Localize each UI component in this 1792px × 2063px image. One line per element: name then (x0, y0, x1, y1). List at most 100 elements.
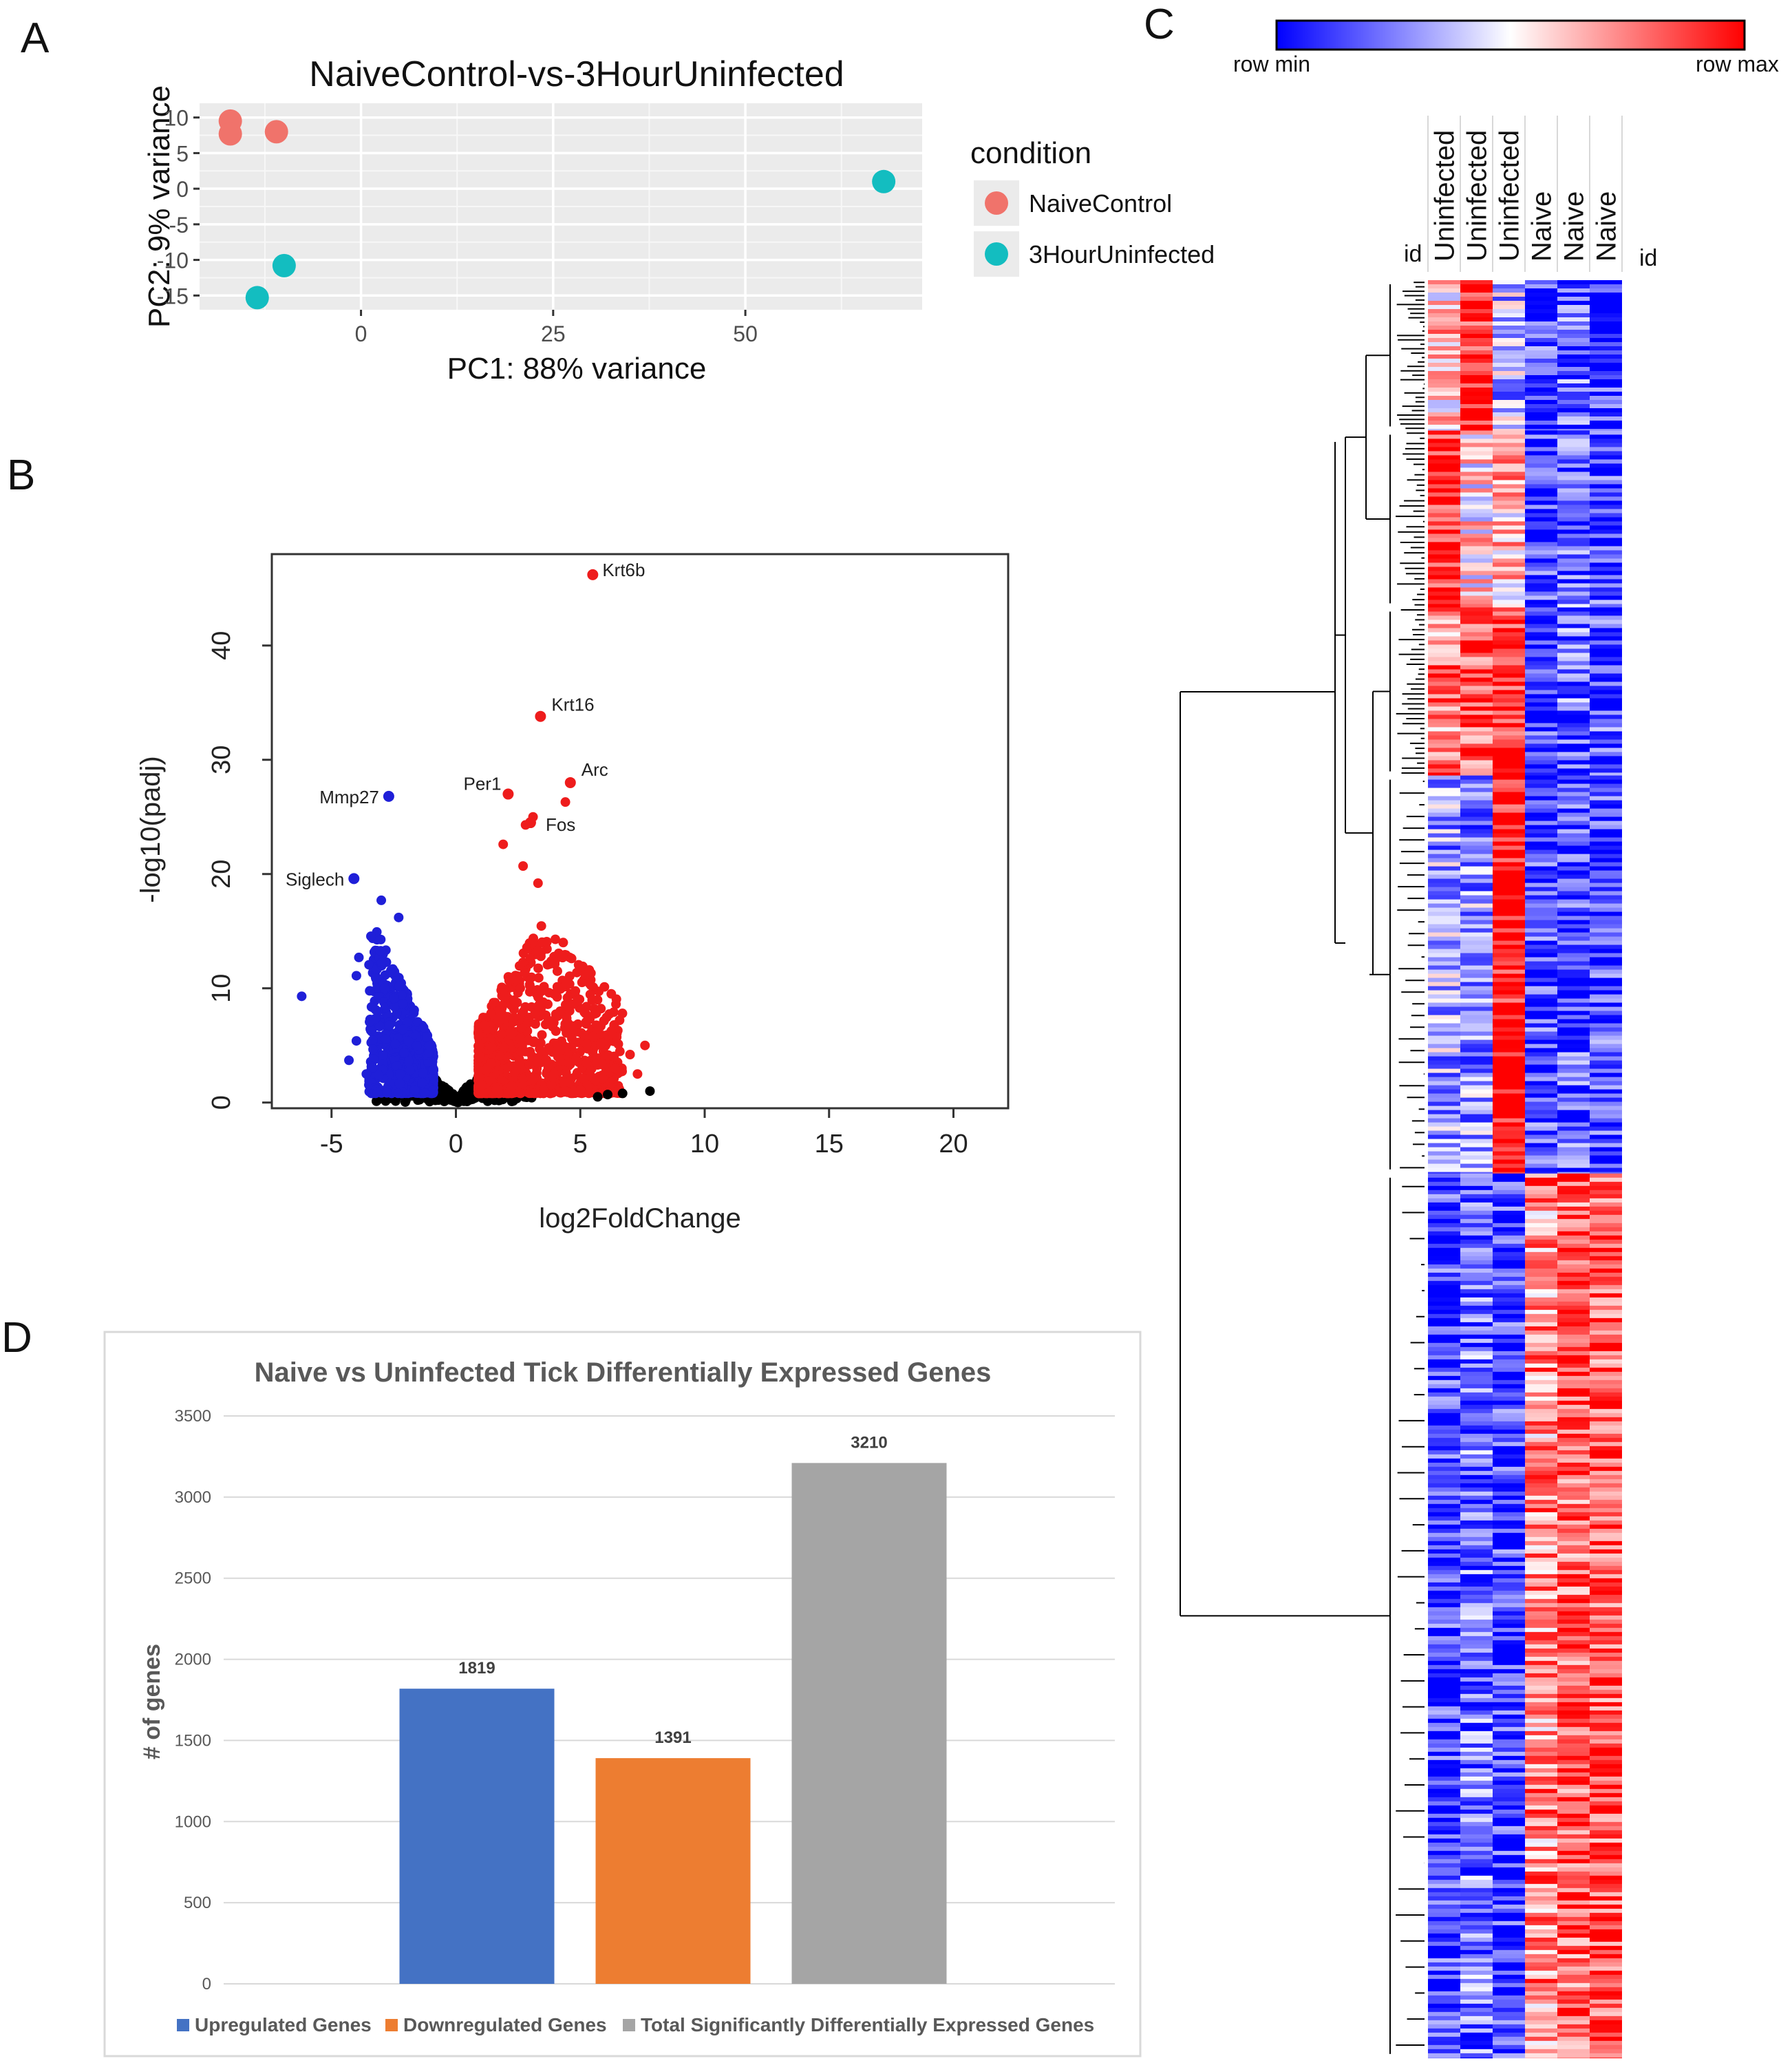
heatmap-cell (1460, 932, 1493, 937)
heatmap-cell (1493, 1916, 1525, 1922)
heatmap-cell (1590, 1764, 1622, 1769)
heatmap-cell (1525, 1954, 1557, 1959)
heatmap-cell (1493, 1031, 1525, 1036)
heatmap-cell (1557, 669, 1590, 674)
heatmap-cell (1525, 1056, 1557, 1061)
heatmap-cell (1428, 1470, 1460, 1476)
heatmap-cell (1590, 1631, 1622, 1637)
heatmap-cell (1460, 484, 1493, 489)
heatmap-cell (1460, 533, 1493, 538)
heatmap-cell (1460, 1941, 1493, 1947)
heatmap-cell (1557, 715, 1590, 719)
heatmap-cell (1590, 907, 1622, 912)
heatmap-cell (1590, 1768, 1622, 1773)
heatmap-cell (1460, 961, 1493, 966)
heatmap-cell (1493, 1437, 1525, 1443)
heatmap-cell (1460, 982, 1493, 986)
heatmap-cell (1493, 690, 1525, 695)
heatmap-cell (1428, 1177, 1460, 1183)
heatmap-cell (1493, 1002, 1525, 1007)
heatmap-cell (1428, 1512, 1460, 1517)
heatmap-cell (1428, 891, 1460, 896)
heatmap-cell (1493, 752, 1525, 757)
heatmap-cell (1590, 1064, 1622, 1069)
heatmap-cell (1557, 1118, 1590, 1123)
heatmap-cell (1525, 600, 1557, 604)
heatmap-cell (1557, 1685, 1590, 1691)
heatmap-cell (1557, 455, 1590, 460)
heatmap-cell (1460, 1838, 1493, 1843)
heatmap-cell (1590, 1933, 1622, 1938)
heatmap-cell (1493, 796, 1525, 801)
heatmap-cell (1493, 1417, 1525, 1422)
heatmap-cell (1493, 1122, 1525, 1127)
heatmap-cell (1428, 1110, 1460, 1114)
heatmap-cell (1493, 2003, 1525, 2009)
heatmap-cell (1557, 1879, 1590, 1885)
heatmap-cell (1460, 1883, 1493, 1889)
heatmap-cell (1493, 1681, 1525, 1686)
heatmap-cell (1557, 1359, 1590, 1364)
heatmap-cell (1557, 1846, 1590, 1852)
heatmap-cell (1557, 998, 1590, 1003)
heatmap-cell (1460, 1962, 1493, 1967)
heatmap-cell (1493, 1429, 1525, 1435)
heatmap-cell (1460, 854, 1493, 858)
heatmap-cell (1428, 1636, 1460, 1641)
heatmap-cell (1557, 944, 1590, 949)
heatmap-cell (1557, 463, 1590, 468)
heatmap-cell (1493, 903, 1525, 908)
heatmap-cell (1590, 1247, 1622, 1253)
heatmap-cell (1590, 342, 1622, 347)
pca-point-uninfected (245, 286, 269, 310)
heatmap-cell (1428, 2024, 1460, 2029)
heatmap-cell (1557, 1768, 1590, 1773)
heatmap-cell (1557, 1006, 1590, 1011)
heatmap-cell (1460, 1912, 1493, 1918)
heatmap-cell (1428, 1417, 1460, 1422)
heatmap-cell (1557, 342, 1590, 347)
heatmap-cell (1493, 899, 1525, 904)
heatmap-cell (1557, 727, 1590, 732)
heatmap-cell (1460, 1064, 1493, 1069)
heatmap-cell (1428, 710, 1460, 715)
heatmap-cell (1525, 550, 1557, 555)
heatmap-cell (1557, 1264, 1590, 1269)
heatmap-cell (1557, 2053, 1590, 2058)
heatmap-cell (1460, 1520, 1493, 1525)
heatmap-cell (1428, 1999, 1460, 2004)
pca-point-uninfected (872, 169, 896, 193)
heatmap-cell (1460, 1743, 1493, 1748)
heatmap-cell (1460, 388, 1493, 392)
heatmap-cell (1460, 1677, 1493, 1682)
heatmap-cell (1525, 812, 1557, 817)
heatmap-cell (1460, 1089, 1493, 1094)
heatmap-cell (1525, 1260, 1557, 1265)
heatmap-cell (1557, 969, 1590, 974)
heatmap-cell (1493, 1528, 1525, 1534)
heatmap-cell (1557, 330, 1590, 335)
heatmap-cell (1525, 977, 1557, 982)
heatmap-cell (1493, 1247, 1525, 1253)
heatmap-cell (1428, 723, 1460, 728)
heatmap-cell (1557, 874, 1590, 879)
heatmap-cell (1590, 1648, 1622, 1653)
heatmap-cell (1525, 1044, 1557, 1048)
heatmap-cell (1428, 1553, 1460, 1558)
heatmap-cell (1557, 1607, 1590, 1612)
heatmap-cell (1493, 321, 1525, 326)
heatmap-cell (1590, 350, 1622, 355)
heatmap-cell (1493, 965, 1525, 970)
heatmap-cell (1557, 1185, 1590, 1191)
heatmap-cell (1525, 595, 1557, 600)
heatmap-cell (1525, 887, 1557, 891)
heatmap-cell (1557, 430, 1590, 435)
heatmap-cell (1525, 1809, 1557, 1815)
heatmap-cell (1525, 1685, 1557, 1691)
heatmap-cell (1493, 1081, 1525, 1086)
heatmap-cell (1590, 1999, 1622, 2004)
heatmap-cell (1493, 346, 1525, 351)
heatmap-cell (1525, 1031, 1557, 1036)
heatmap-cell (1590, 2007, 1622, 2013)
heatmap-cell (1590, 1417, 1622, 1422)
